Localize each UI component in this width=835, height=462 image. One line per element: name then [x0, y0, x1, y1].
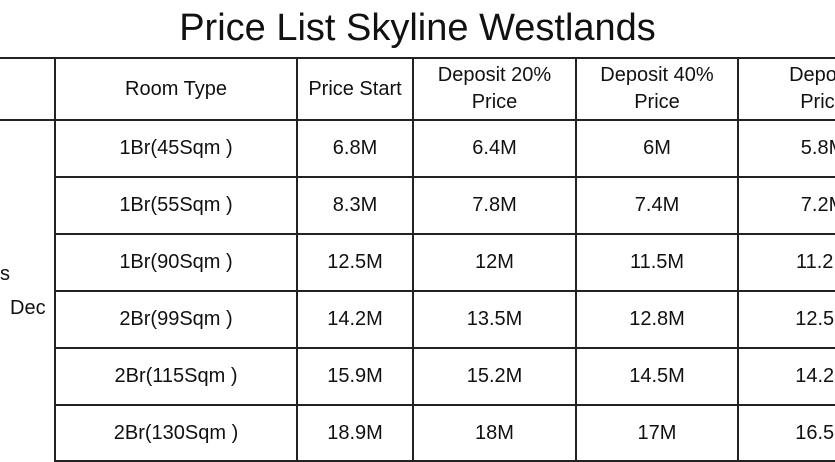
price: 18M: [475, 422, 514, 444]
border: [0, 57, 835, 59]
price: 8.3M: [332, 194, 378, 216]
price: 6.4M: [472, 137, 517, 159]
header-cell: Deposit 40% Price: [576, 59, 738, 119]
price: 11.2M: [795, 251, 835, 273]
header-text: Price: [471, 91, 518, 113]
header-text: Price: [800, 91, 835, 113]
price: 6.8M: [332, 137, 378, 159]
header-cell: Deposit Price: [738, 59, 835, 119]
price: 15.9M: [327, 365, 383, 387]
price: 7.2M: [800, 194, 835, 216]
room-type: 1Br(90Sqm ): [119, 251, 233, 273]
header-cell: Price Start: [297, 59, 413, 119]
price: 12M: [475, 251, 514, 273]
price: 14.2M: [327, 308, 383, 330]
border: [55, 347, 835, 349]
price: 13.5M: [466, 308, 523, 330]
border: [55, 176, 835, 178]
header-cell: Room Type: [55, 59, 297, 119]
price: 16.5M: [795, 422, 835, 444]
price: 14.5M: [629, 365, 685, 387]
room-type: 1Br(45Sqm ): [119, 137, 233, 159]
border: [0, 119, 835, 121]
title: Price List Skyline Westlands: [179, 7, 656, 49]
price: 7.8M: [472, 194, 517, 216]
header-text: Deposit 40%: [600, 64, 714, 86]
price: 17M: [637, 422, 677, 444]
border: [55, 404, 835, 406]
side-label: s: [0, 263, 10, 285]
border: [412, 57, 414, 462]
price: 12.5M: [795, 308, 835, 330]
price: 15.2M: [466, 365, 523, 387]
header-text: Deposit 20%: [437, 64, 552, 86]
border: [575, 57, 577, 462]
price: 11.5M: [629, 251, 685, 273]
price: 6M: [643, 137, 671, 159]
room-type: 2Br(130Sqm ): [113, 422, 239, 444]
room-type: 2Br(99Sqm ): [119, 308, 233, 330]
room-type: 1Br(55Sqm ): [119, 194, 233, 216]
price: 12.5M: [327, 251, 383, 273]
border: [296, 57, 298, 462]
border: [55, 290, 835, 292]
room-type: 2Br(115Sqm ): [114, 365, 238, 387]
price: 14.2M: [795, 365, 835, 387]
price: 18.9M: [327, 422, 383, 444]
header-text: Room Type: [125, 77, 227, 100]
price: 5.8M: [800, 137, 835, 159]
header-cell: Deposit 20% Price: [413, 59, 576, 119]
price: 7.4M: [634, 194, 680, 216]
header-text: Price Start: [308, 77, 402, 100]
header-text: Price: [634, 91, 680, 113]
border: [54, 57, 56, 462]
header-text: Deposit: [789, 64, 835, 86]
side-label: Dec: [10, 297, 46, 319]
border: [737, 57, 739, 462]
border: [55, 233, 835, 235]
border: [55, 460, 835, 462]
price: 12.8M: [629, 308, 685, 330]
